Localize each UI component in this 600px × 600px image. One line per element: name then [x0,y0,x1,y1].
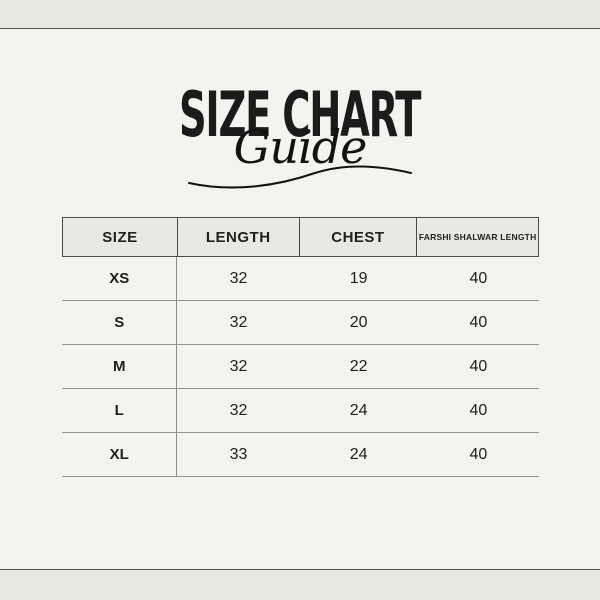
table-row: M 32 22 40 [62,345,539,389]
table-row: XS 32 19 40 [62,257,539,301]
header-chest: CHEST [300,218,418,256]
page-title-block: SIZE CHART Guide [0,84,600,189]
table-row: S 32 20 40 [62,301,539,345]
script-flourish-icon [188,165,412,189]
header-length: LENGTH [178,218,300,256]
length-value: 32 [229,313,248,331]
size-label: XS [62,257,178,300]
chest-value: 20 [349,313,368,331]
size-label: S [62,301,178,344]
size-label: M [62,345,178,388]
chest-value: 22 [349,357,368,375]
size-label: XL [62,433,178,476]
table-header-row: SIZE LENGTH CHEST FARSHI SHALWAR LENGTH [62,217,539,257]
length-value: 32 [229,269,248,287]
chest-value: 24 [349,445,368,463]
header-size: SIZE [63,218,178,256]
farshi-value: 40 [469,445,488,463]
top-border-band [0,0,600,29]
farshi-value: 40 [469,313,488,331]
page-subtitle: Guide [233,120,368,174]
bottom-border-band [0,569,600,600]
farshi-value: 40 [469,401,488,419]
chest-value: 19 [349,269,368,287]
length-value: 32 [229,357,248,375]
table-row: XL 33 24 40 [62,433,539,477]
page-title: SIZE CHART [179,78,422,151]
length-value: 33 [229,445,248,463]
farshi-value: 40 [469,357,488,375]
header-farshi-shalwar-length: FARSHI SHALWAR LENGTH [418,232,537,242]
size-chart-table: SIZE LENGTH CHEST FARSHI SHALWAR LENGTH … [62,217,539,477]
farshi-value: 40 [469,269,488,287]
length-value: 32 [229,401,248,419]
table-row: L 32 24 40 [62,389,539,433]
size-label: L [62,389,178,432]
chest-value: 24 [349,401,368,419]
